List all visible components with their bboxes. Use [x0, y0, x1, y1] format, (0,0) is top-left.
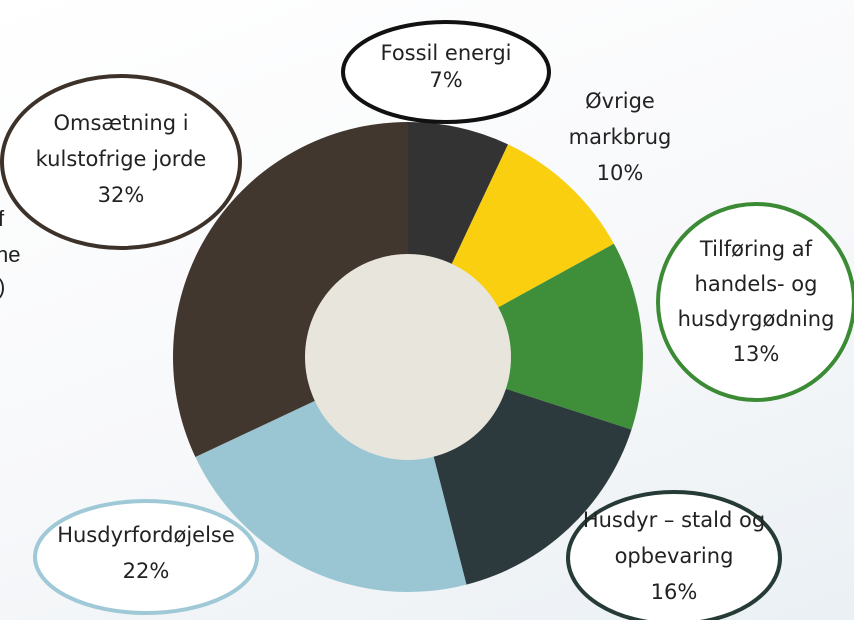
slice-label-0: Fossil energi 7% — [381, 41, 512, 92]
slice-label-line: Tilføring af — [699, 237, 813, 261]
callout-border-4 — [33, 499, 259, 615]
cropped-text-f: f — [0, 206, 5, 231]
callout-border-5 — [0, 74, 242, 250]
slice-label-line: Øvrige — [585, 89, 655, 113]
slice-label-2: Tilføring af handels- og husdyrgødning 13% — [678, 237, 835, 366]
callout-border-0 — [341, 20, 551, 124]
slice-value-label: 7% — [429, 68, 462, 92]
slice-label-line: markbrug — [569, 125, 672, 149]
cropped-text-paren: ) — [0, 276, 5, 298]
slice-value-label: 10% — [597, 161, 644, 185]
callouts-layer: Fossil energi 7% Øvrige markbrug 10% Tilførin… — [0, 20, 854, 620]
callout-border-3 — [566, 490, 782, 620]
slice-label-line: opbevaring — [615, 544, 734, 568]
slice-value-label: 13% — [733, 342, 780, 366]
slice-label-3: Husdyr – stald og opbevaring 16% — [583, 508, 765, 604]
slice-label-line: Husdyrfordøjelse — [57, 523, 235, 547]
slice-label-line: kulstofrige jorde — [36, 147, 207, 171]
slice-label-5: Omsætning i kulstofrige jorde 32% — [36, 111, 207, 207]
donut-center — [305, 254, 511, 460]
pie-slice-2 — [408, 243, 644, 430]
slice-value-label: 22% — [123, 559, 170, 583]
slice-label-line: Omsætning i — [53, 111, 188, 135]
slice-label-line: Fossil energi — [381, 41, 512, 65]
slice-label-4: Husdyrfordøjelse 22% — [57, 523, 235, 583]
slice-label-line: handels- og — [695, 272, 818, 296]
slice-value-label: 16% — [651, 580, 698, 604]
callout-border-2 — [656, 202, 854, 402]
slice-value-label: 32% — [98, 183, 145, 207]
slice-label-1: Øvrige markbrug 10% — [569, 89, 672, 185]
cropped-text-ne: ne — [0, 242, 21, 267]
slice-label-line: husdyrgødning — [678, 307, 835, 331]
slice-label-line: Husdyr – stald og — [583, 508, 765, 532]
